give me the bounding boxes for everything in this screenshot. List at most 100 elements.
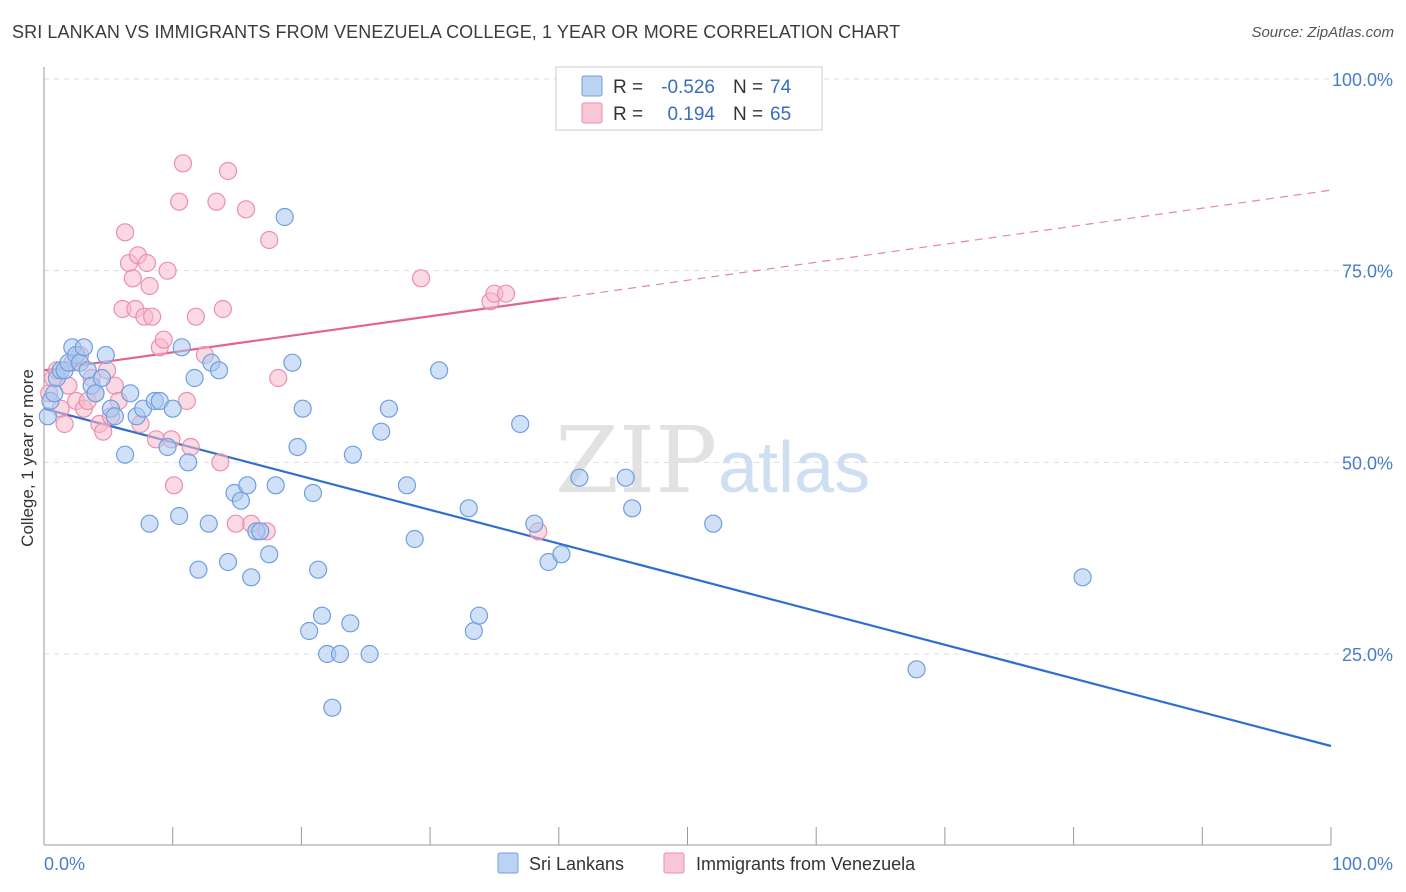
- data-point-srilankan: [105, 407, 124, 426]
- data-point-srilankan: [300, 621, 319, 641]
- data-point-srilankan: [179, 453, 198, 472]
- x-tick-label: 0.0%: [44, 854, 85, 874]
- data-point-srilankan: [242, 568, 261, 587]
- data-point-srilankan: [907, 660, 926, 679]
- axes: [43, 67, 1332, 846]
- data-point-venezuela: [94, 422, 113, 441]
- data-point-srilankan: [360, 644, 379, 664]
- y-tick-label: 25.0%: [1342, 645, 1393, 665]
- data-point-venezuela: [218, 161, 238, 181]
- data-point-srilankan: [189, 560, 208, 579]
- data-point-venezuela: [186, 307, 205, 326]
- bottom-legend-label-blue: Sri Lankans: [529, 854, 624, 874]
- data-point-srilankan: [199, 514, 218, 533]
- data-point-srilankan: [86, 384, 105, 403]
- data-point-venezuela: [137, 253, 157, 273]
- data-point-venezuela: [55, 414, 74, 434]
- chart-title: SRI LANKAN VS IMMIGRANTS FROM VENEZUELA …: [12, 22, 901, 42]
- data-point-venezuela: [164, 476, 184, 495]
- trend-line-blue: [43, 407, 1332, 748]
- y-tick-label: 100.0%: [1332, 70, 1393, 90]
- data-point-venezuela: [213, 299, 232, 319]
- data-point-srilankan: [323, 698, 342, 717]
- data-point-srilankan: [38, 407, 57, 426]
- legend-r-value-blue: -0.526: [661, 77, 715, 98]
- series-srilankans-points: [38, 207, 1092, 717]
- data-point-srilankan: [163, 399, 182, 418]
- data-point-venezuela: [411, 269, 431, 288]
- gridlines: [44, 78, 1393, 655]
- data-point-srilankan: [469, 606, 489, 625]
- data-point-srilankan: [372, 422, 391, 441]
- legend-swatch-pink: [581, 102, 603, 124]
- data-point-venezuela: [170, 192, 189, 211]
- watermark-zip: ZIP: [555, 407, 717, 514]
- trend-lines: [43, 189, 1332, 748]
- data-point-srilankan: [379, 399, 399, 418]
- legend-n-label-blue: N =: [733, 77, 763, 98]
- data-point-srilankan: [616, 468, 635, 487]
- data-point-srilankan: [96, 345, 115, 365]
- y-tick-label: 75.0%: [1342, 262, 1393, 282]
- legend-r-label-blue: R =: [613, 77, 643, 98]
- data-point-srilankan: [704, 514, 723, 533]
- data-point-srilankan: [283, 353, 302, 372]
- data-point-srilankan: [172, 338, 191, 357]
- data-point-venezuela: [226, 514, 245, 533]
- x-tick-label: 100.0%: [1332, 854, 1393, 874]
- legend-r-label-pink: R =: [613, 104, 643, 125]
- data-point-srilankan: [92, 368, 112, 388]
- source-label: Source: ZipAtlas.com: [1251, 24, 1394, 41]
- data-point-srilankan: [238, 476, 257, 495]
- legend-swatch-blue: [581, 75, 603, 97]
- data-point-srilankan: [231, 491, 251, 510]
- data-point-srilankan: [623, 499, 642, 518]
- data-point-venezuela: [143, 307, 162, 326]
- data-point-venezuela: [496, 284, 516, 303]
- data-point-srilankan: [251, 522, 270, 541]
- trend-line-pink-extension: [558, 189, 1332, 299]
- data-point-venezuela: [173, 154, 193, 173]
- data-point-venezuela: [177, 391, 196, 411]
- data-point-venezuela: [181, 437, 200, 457]
- watermark: ZIP atlas: [555, 407, 870, 514]
- data-point-srilankan: [140, 514, 159, 533]
- data-point-srilankan: [293, 399, 312, 418]
- legend-n-value-pink: 65: [770, 104, 791, 125]
- bottom-legend-label-pink: Immigrants from Venezuela: [696, 854, 916, 874]
- bottom-legend-swatch-pink: [663, 852, 685, 874]
- data-point-venezuela: [140, 276, 159, 296]
- bottom-legend-swatch-blue: [497, 852, 519, 874]
- data-point-srilankan: [218, 552, 238, 572]
- data-point-venezuela: [123, 269, 142, 288]
- bottom-legend: Sri Lankans Immigrants from Venezuela: [497, 852, 916, 874]
- data-point-srilankan: [266, 476, 285, 495]
- data-point-srilankan: [309, 560, 328, 579]
- y-axis-label: College, 1 year or more: [18, 369, 37, 547]
- trend-line-pink: [43, 297, 559, 372]
- data-point-srilankan: [341, 614, 360, 633]
- data-point-srilankan: [288, 437, 307, 457]
- data-point-srilankan: [1073, 568, 1092, 587]
- data-point-venezuela: [154, 330, 173, 349]
- data-point-srilankan: [260, 545, 279, 564]
- data-point-srilankan: [430, 361, 449, 380]
- watermark-atlas: atlas: [718, 428, 870, 508]
- legend-box: R = -0.526 N = 74 R = 0.194 N = 65: [555, 66, 823, 131]
- data-point-srilankan: [275, 207, 294, 227]
- data-point-venezuela: [211, 453, 230, 472]
- y-tick-labels: 25.0% 50.0% 75.0% 100.0%: [1332, 70, 1393, 665]
- data-point-srilankan: [464, 621, 483, 641]
- data-point-srilankan: [397, 476, 417, 495]
- data-point-venezuela: [260, 230, 279, 250]
- data-point-srilankan: [185, 368, 204, 388]
- data-point-srilankan: [209, 361, 229, 380]
- data-point-srilankan: [121, 384, 140, 403]
- data-point-srilankan: [330, 644, 350, 664]
- x-tick-labels: 0.0% 100.0%: [44, 854, 1393, 874]
- data-point-venezuela: [115, 223, 135, 242]
- data-point-srilankan: [552, 545, 571, 564]
- legend-n-value-blue: 74: [770, 77, 792, 98]
- data-point-srilankan: [343, 445, 362, 464]
